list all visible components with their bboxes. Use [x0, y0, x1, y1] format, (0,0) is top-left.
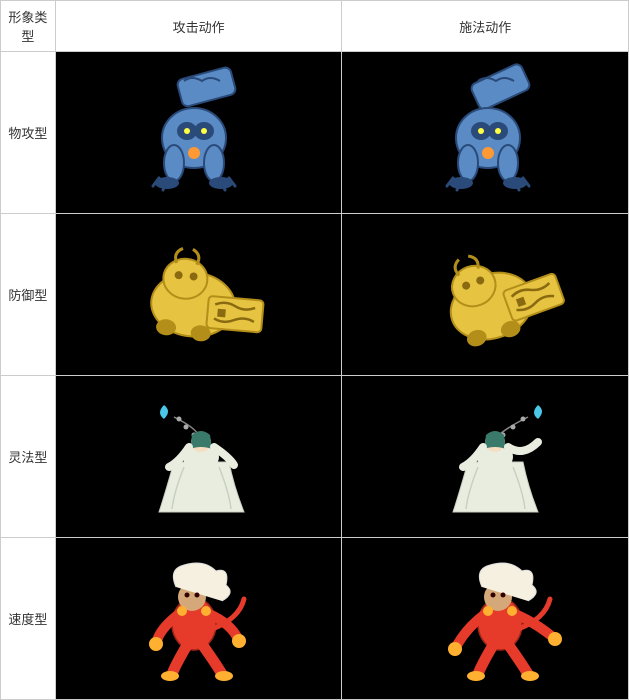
gold-guardian-icon	[56, 214, 342, 375]
sage-icon	[342, 376, 628, 537]
character-animation-table: 形象类型 攻击动作 施法动作 物攻型	[0, 0, 629, 700]
sprite-attack	[55, 538, 342, 700]
sprite-attack	[55, 52, 342, 214]
sprite-attack	[55, 376, 342, 538]
sprite-cast	[342, 52, 629, 214]
sage-icon	[56, 376, 342, 537]
row-type-label: 防御型	[1, 214, 56, 376]
table-row: 速度型	[1, 538, 629, 700]
blue-beast-icon	[342, 52, 628, 213]
header-attack: 攻击动作	[55, 1, 342, 52]
sprite-cast	[342, 538, 629, 700]
table-row: 防御型	[1, 214, 629, 376]
header-type: 形象类型	[1, 1, 56, 52]
row-type-label: 灵法型	[1, 376, 56, 538]
blue-beast-icon	[56, 52, 342, 213]
row-type-label: 物攻型	[1, 52, 56, 214]
sprite-cast	[342, 376, 629, 538]
sprite-cast	[342, 214, 629, 376]
monkey-icon	[342, 538, 628, 699]
gold-guardian-icon	[342, 214, 628, 375]
monkey-icon	[56, 538, 342, 699]
table-row: 灵法型	[1, 376, 629, 538]
sprite-attack	[55, 214, 342, 376]
row-type-label: 速度型	[1, 538, 56, 700]
header-cast: 施法动作	[342, 1, 629, 52]
table-row: 物攻型	[1, 52, 629, 214]
